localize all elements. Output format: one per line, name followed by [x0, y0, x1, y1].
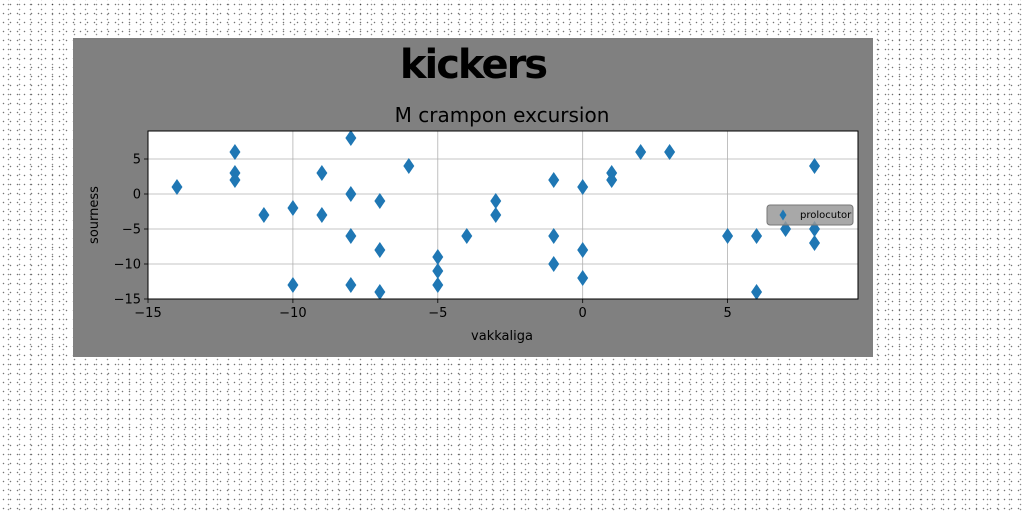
data-point: [345, 186, 357, 202]
x-tick-label: −5: [428, 306, 447, 321]
data-point: [229, 144, 241, 160]
data-point: [809, 158, 821, 174]
plot-area: [148, 131, 858, 299]
y-tick-label: −10: [114, 258, 141, 273]
data-point: [374, 242, 386, 258]
data-point: [316, 165, 328, 181]
data-point: [548, 172, 560, 188]
data-point: [432, 249, 444, 265]
x-tick-label: −10: [279, 306, 306, 321]
ticks: −15 −10 −5 0 5 5 0 −5 −10 −15: [114, 153, 732, 322]
x-tick-label: 5: [723, 306, 731, 321]
chart-figure: kickers M crampon excursion −15 −10 −5 0 5 5 0…: [73, 38, 873, 357]
y-tick-label: 0: [133, 188, 141, 203]
data-point: [171, 179, 183, 195]
data-point: [461, 228, 473, 244]
data-point: [490, 207, 502, 223]
data-point: [606, 172, 618, 188]
plot-frame: [147, 130, 859, 300]
data-point: [287, 200, 299, 216]
data-point: [722, 228, 734, 244]
data-point: [287, 277, 299, 293]
scatter-chart: kickers M crampon excursion −15 −10 −5 0 5 5 0…: [87, 42, 859, 344]
data-point: [345, 228, 357, 244]
x-tick-label: −15: [134, 306, 161, 321]
chart-title: M crampon excursion: [395, 103, 610, 127]
y-tick-label: −15: [114, 293, 141, 308]
data-point: [229, 172, 241, 188]
data-point: [751, 228, 763, 244]
x-tick-label: 0: [579, 306, 587, 321]
data-point: [258, 207, 270, 223]
data-point: [345, 277, 357, 293]
legend-marker-prolocutor: [779, 209, 787, 221]
x-axis-label: vakkaliga: [471, 329, 533, 344]
legend: prolocutor: [766, 204, 854, 226]
data-point: [577, 179, 589, 195]
data-points: [171, 130, 821, 300]
chart-suptitle: kickers: [400, 42, 546, 88]
data-point: [635, 144, 647, 160]
data-point: [751, 284, 763, 300]
data-point: [548, 228, 560, 244]
data-point: [432, 277, 444, 293]
y-tick-label: 5: [133, 153, 141, 168]
data-point: [548, 256, 560, 272]
y-axis-label: sourness: [87, 186, 102, 244]
data-point: [809, 235, 821, 251]
data-point: [577, 242, 589, 258]
data-point: [664, 144, 676, 160]
data-point: [345, 130, 357, 146]
data-point: [374, 193, 386, 209]
data-point: [432, 263, 444, 279]
legend-label-prolocutor: prolocutor: [800, 210, 852, 221]
data-point: [374, 284, 386, 300]
data-point: [490, 193, 502, 209]
y-tick-label: −5: [122, 223, 141, 238]
data-point: [316, 207, 328, 223]
data-point: [403, 158, 415, 174]
data-point: [577, 270, 589, 286]
legend-marker-icon: [779, 209, 787, 221]
legend-box: [766, 204, 854, 226]
